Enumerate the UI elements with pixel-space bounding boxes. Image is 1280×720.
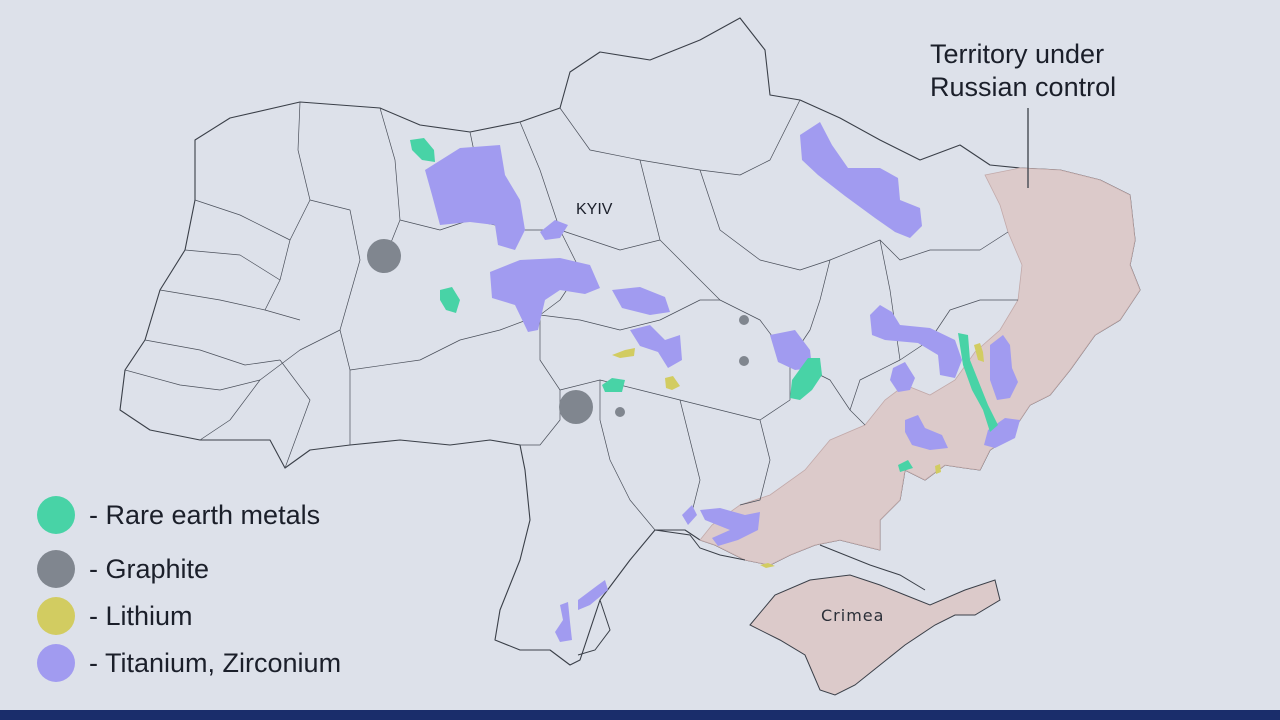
titanium-deposit xyxy=(612,287,670,315)
titanium-deposit xyxy=(578,580,608,610)
titanium-deposit xyxy=(990,335,1018,400)
graphite-deposit xyxy=(615,407,625,417)
titanium-deposit xyxy=(984,418,1020,448)
occupied-territory xyxy=(699,167,1141,566)
titanium-deposit xyxy=(905,415,948,450)
titanium-deposit xyxy=(490,258,600,332)
lithium-deposit xyxy=(665,376,680,390)
lithium-deposit xyxy=(612,348,635,358)
rare-earth-swatch xyxy=(37,496,75,534)
legend-item-graphite: - Graphite xyxy=(37,550,209,588)
legend-label: - Rare earth metals xyxy=(89,499,321,530)
legend-label: - Lithium xyxy=(89,600,193,631)
crimea-label: Crimea xyxy=(821,606,884,625)
coastline xyxy=(577,529,926,656)
titanium-deposit xyxy=(800,122,922,238)
titanium-deposit xyxy=(700,508,760,546)
rare-earth-deposit xyxy=(440,287,460,313)
titanium-deposit xyxy=(890,362,915,392)
legend-label: - Graphite xyxy=(89,553,210,584)
lithium-deposit xyxy=(760,563,775,568)
legend-label: - Titanium, Zirconium xyxy=(89,647,342,678)
graphite-deposit xyxy=(739,356,749,366)
titanium-deposit xyxy=(425,145,525,250)
graphite-deposit xyxy=(367,239,401,273)
occupied-territory-annotation: Territory under Russian control xyxy=(930,39,1117,102)
rare-earth-deposits xyxy=(410,138,998,472)
bottom-bar xyxy=(0,710,1280,720)
graphite-deposit xyxy=(559,390,593,424)
legend-item-lithium: - Lithium xyxy=(37,597,193,635)
crimea-peninsula xyxy=(749,574,1001,696)
rare-earth-deposit xyxy=(958,333,998,432)
titanium-deposit xyxy=(540,220,568,240)
lithium-deposit xyxy=(935,464,941,474)
rare-earth-deposit xyxy=(790,358,822,400)
graphite-swatch xyxy=(37,550,75,588)
lithium-swatch xyxy=(37,597,75,635)
graphite-deposit xyxy=(739,315,749,325)
rare-earth-deposit xyxy=(602,378,625,392)
titanium-zirconium-deposits xyxy=(425,122,1020,642)
kyiv-label: KYIV xyxy=(576,201,613,218)
titanium-deposit xyxy=(682,505,697,525)
titanium-deposit xyxy=(630,325,682,368)
rare-earth-deposit xyxy=(410,138,435,162)
rare-earth-deposit xyxy=(898,460,913,472)
titanium-deposit xyxy=(555,602,572,642)
lithium-deposit xyxy=(974,343,984,362)
legend-item-titanium-zirconium: - Titanium, Zirconium xyxy=(37,644,341,682)
graphite-deposits xyxy=(367,239,749,424)
titanium-zirconium-swatch xyxy=(37,644,75,682)
titanium-deposit xyxy=(870,305,962,378)
legend-item-rare-earth: - Rare earth metals xyxy=(37,496,320,534)
titanium-deposit xyxy=(770,330,812,370)
lithium-deposits xyxy=(612,343,984,568)
